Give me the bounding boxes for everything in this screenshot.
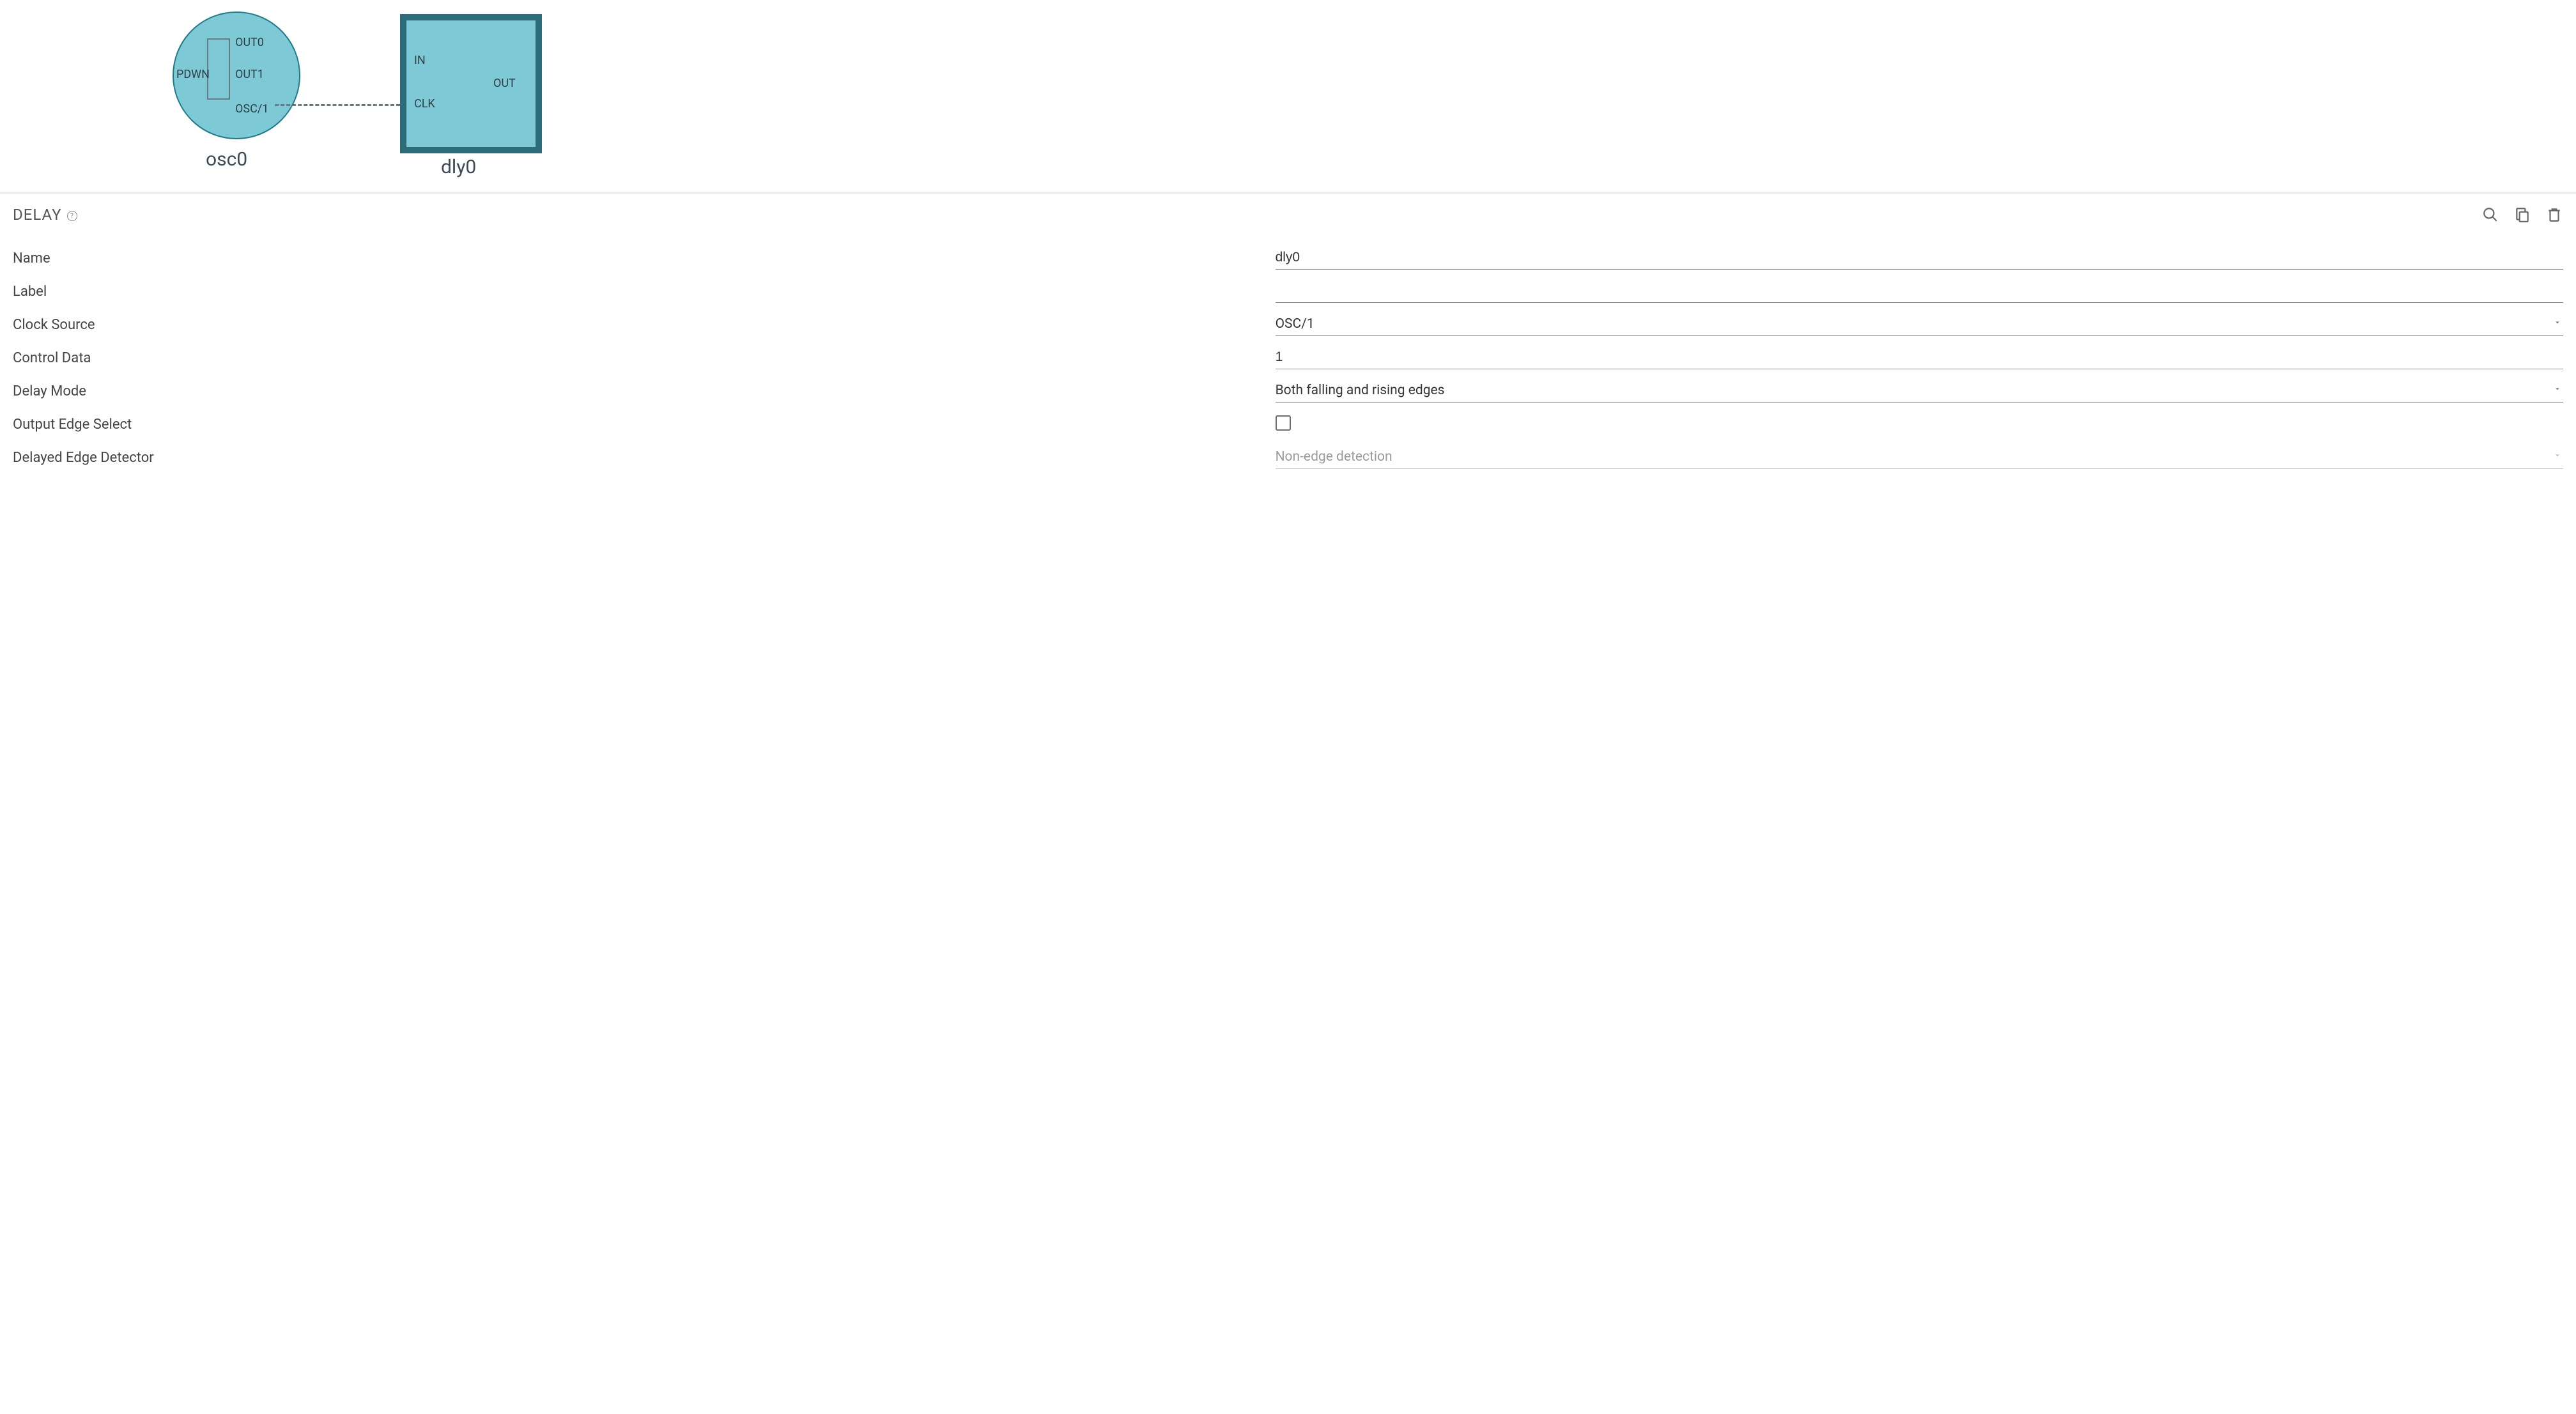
label-label: Label [13, 284, 1263, 300]
diagram-canvas: PDWN OUT0 OUT1 OSC/1 osc0 IN CLK OUT dly… [0, 0, 2576, 192]
row-clock-source: Clock Source OSC/1 [13, 308, 2563, 341]
input-control-data[interactable] [1276, 347, 2563, 369]
port-oscdiv[interactable]: OSC/1 [235, 102, 268, 116]
panel-title: DELAY [13, 206, 62, 224]
label-output-edge-select: Output Edge Select [13, 417, 1263, 433]
port-pdwn[interactable]: PDWN [176, 68, 210, 81]
port-out1[interactable]: OUT1 [235, 68, 264, 81]
input-name[interactable] [1276, 247, 2563, 270]
row-delayed-edge-detector: Delayed Edge Detector Non-edge detection [13, 441, 2563, 474]
search-icon[interactable] [2481, 206, 2499, 224]
port-in[interactable]: IN [414, 54, 426, 67]
panel-header: DELAY ? [13, 206, 2563, 224]
row-label: Label [13, 275, 2563, 308]
select-clock-source[interactable]: OSC/1 [1276, 314, 2563, 336]
label-clock-source: Clock Source [13, 317, 1263, 333]
input-label[interactable] [1276, 280, 2563, 303]
delete-icon[interactable] [2545, 206, 2563, 224]
checkbox-output-edge-select[interactable] [1276, 415, 1291, 431]
help-icon[interactable]: ? [67, 211, 77, 221]
label-control-data: Control Data [13, 350, 1263, 366]
copy-icon[interactable] [2513, 206, 2531, 224]
block-dly0[interactable] [400, 14, 542, 153]
label-delayed-edge-detector: Delayed Edge Detector [13, 450, 1263, 466]
port-clk[interactable]: CLK [414, 97, 435, 111]
properties-panel: DELAY ? Name [0, 206, 2576, 487]
row-name: Name [13, 242, 2563, 275]
connection-osc-dly [275, 104, 400, 106]
label-name: Name [13, 250, 1263, 266]
panel-divider [0, 192, 2576, 194]
port-out0[interactable]: OUT0 [235, 36, 264, 49]
row-control-data: Control Data [13, 341, 2563, 374]
select-delay-mode[interactable]: Both falling and rising edges [1276, 380, 2563, 403]
label-delay-mode: Delay Mode [13, 383, 1263, 399]
row-delay-mode: Delay Mode Both falling and rising edges [13, 374, 2563, 408]
block-osc0-inner [207, 38, 230, 100]
port-out[interactable]: OUT [493, 77, 516, 90]
row-output-edge-select: Output Edge Select [13, 408, 2563, 441]
block-dly0-label: dly0 [441, 156, 476, 178]
select-delayed-edge-detector: Non-edge detection [1276, 447, 2563, 469]
block-osc0-label: osc0 [206, 148, 247, 171]
